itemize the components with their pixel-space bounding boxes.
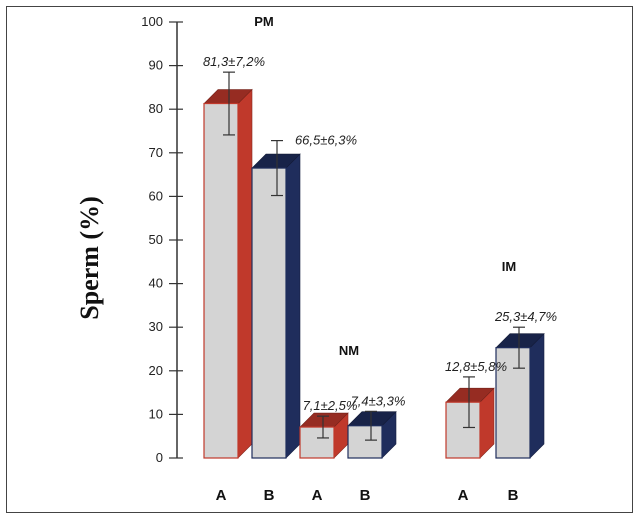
bar-im-b: [495, 347, 531, 459]
value-label-im-b: 25,3±4,7%: [494, 309, 557, 324]
figure-border: [6, 6, 633, 513]
bar-im-a: [445, 401, 481, 459]
y-tick-label-90: 90: [149, 58, 163, 73]
y-tick-label-20: 20: [149, 363, 163, 378]
y-tick-label-100: 100: [141, 14, 163, 29]
y-tick-label-0: 0: [156, 450, 163, 465]
y-axis-title: Sperm (%): [75, 196, 104, 319]
y-tick-label-10: 10: [149, 406, 163, 421]
bar-pm-b: [251, 167, 287, 459]
group-label-pm: PM: [254, 14, 274, 29]
category-label-pm-b: B: [264, 487, 275, 504]
value-label-nm-b: 7,4±3,3%: [351, 393, 406, 408]
bar-nm-b: [347, 425, 383, 459]
group-label-nm: NM: [339, 343, 359, 358]
value-label-pm-a: 81,3±7,2%: [203, 54, 265, 69]
bar-side-pm-b: [285, 153, 301, 459]
y-tick-label-60: 60: [149, 188, 163, 203]
y-tick-label-80: 80: [149, 101, 163, 116]
category-label-im-a: A: [458, 487, 469, 504]
y-axis: 0 10 20 30 40 50 60 70 80 90 100: [141, 14, 183, 465]
category-label-pm-a: A: [216, 487, 227, 504]
y-tick-label-40: 40: [149, 276, 163, 291]
bar-side-pm-a: [237, 88, 253, 459]
y-tick-label-50: 50: [149, 232, 163, 247]
group-label-im: IM: [502, 259, 516, 274]
category-label-nm-b: B: [360, 487, 371, 504]
category-label-im-b: B: [508, 487, 519, 504]
y-tick-label-30: 30: [149, 319, 163, 334]
bar-pm-a: [203, 102, 239, 459]
category-label-nm-a: A: [312, 487, 323, 504]
labels: PM 81,3±7,2% A 66,5±6,3% B NM 7,1±2,5% A 7,4±3,3…: [203, 14, 557, 504]
bar-nm-a: [299, 426, 335, 459]
y-tick-label-70: 70: [149, 145, 163, 160]
bars: [203, 71, 545, 459]
value-label-im-a: 12,8±5,8%: [445, 359, 507, 374]
bar-side-im-b: [529, 332, 545, 459]
value-label-pm-b: 66,5±6,3%: [295, 133, 357, 148]
value-label-nm-a: 7,1±2,5%: [303, 398, 358, 413]
